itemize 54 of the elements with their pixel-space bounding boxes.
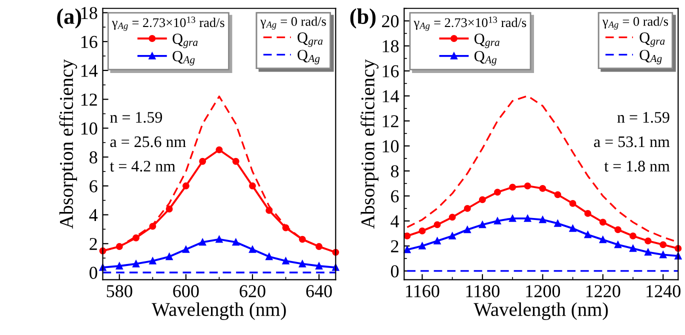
x-tick-label: 580 <box>106 285 132 298</box>
x-tick-label: 620 <box>240 285 266 298</box>
y-tick-label: 12 <box>81 94 97 106</box>
y-tick-label: 10 <box>382 140 399 152</box>
x-axis-title: Wavelength (nm) <box>474 302 608 320</box>
y-tick-label: 4 <box>89 209 98 222</box>
text: γ$_{Ag}$ = 2.73×10$^{13}$ rad/s <box>414 16 526 31</box>
legend-label: Q$_{gra}$ <box>474 34 500 48</box>
legend-label: Q$_{Ag}$ <box>474 51 497 66</box>
text: γ$_{Ag}$ = 0 rad/s <box>602 16 668 30</box>
y-tick-label: 14 <box>81 64 98 77</box>
legend-label: Q$_{Ag}$ <box>640 50 662 64</box>
y-tick-label: 0 <box>390 265 399 278</box>
legend-label: Q$_{Ag}$ <box>172 51 195 66</box>
text: γ$_{Ag}$ = 0 rad/s <box>260 16 326 30</box>
legend-label: Q$_{gra}$ <box>172 34 198 48</box>
x-tick-label: 600 <box>173 285 199 298</box>
x-tick-label: 1200 <box>526 285 560 298</box>
x-axis-title: Wavelength (nm) <box>152 302 286 320</box>
y-axis-title: Absorption efficiency <box>59 59 78 229</box>
y-tick-label: 14 <box>382 90 400 102</box>
y-axis-title: Absorption efficiency <box>360 59 378 229</box>
y-tick-label: 6 <box>391 190 399 202</box>
y-tick-label: 12 <box>382 115 398 128</box>
legend-label: Q$_{gra}$ <box>298 32 323 47</box>
y-tick-label: 18 <box>382 40 399 52</box>
text: γ$_{Ag}$ = 2.73×10$^{13}$ rad/s <box>112 16 224 31</box>
y-tick-label: 10 <box>81 122 98 135</box>
legend-label: Q$_{Ag}$ <box>298 50 320 64</box>
y-tick-label: 4 <box>390 215 400 228</box>
annotation: n = 1.59 <box>617 112 670 123</box>
chart-title: (b) <box>350 8 376 29</box>
x-tick-label: 1240 <box>646 285 680 298</box>
y-tick-label: 8 <box>390 165 399 178</box>
x-tick-label: 1180 <box>466 285 500 298</box>
annotation: t = 4.2 nm <box>110 160 176 172</box>
annotation: n = 1.59 <box>110 112 162 123</box>
legend-label: Q$_{gra}$ <box>640 32 665 47</box>
x-tick-label: 1220 <box>586 285 620 298</box>
annotation: a = 53.1 nm <box>594 136 670 148</box>
y-tick-label: 20 <box>382 15 399 28</box>
annotation: a = 25.6 nm <box>110 136 186 148</box>
annotation: t = 1.8 nm <box>604 160 670 172</box>
y-tick-label: 18 <box>81 6 98 20</box>
y-tick-label: 8 <box>90 151 98 164</box>
y-tick-label: 2 <box>90 238 97 250</box>
y-tick-label: 16 <box>382 65 399 78</box>
x-tick-label: 640 <box>306 285 332 298</box>
chart-title: (a) <box>57 8 82 29</box>
y-tick-label: 6 <box>90 180 98 192</box>
x-tick-label: 1160 <box>406 285 440 298</box>
y-tick-label: 16 <box>81 36 98 48</box>
y-tick-label: 0 <box>90 266 98 279</box>
y-tick-label: 2 <box>391 240 398 252</box>
